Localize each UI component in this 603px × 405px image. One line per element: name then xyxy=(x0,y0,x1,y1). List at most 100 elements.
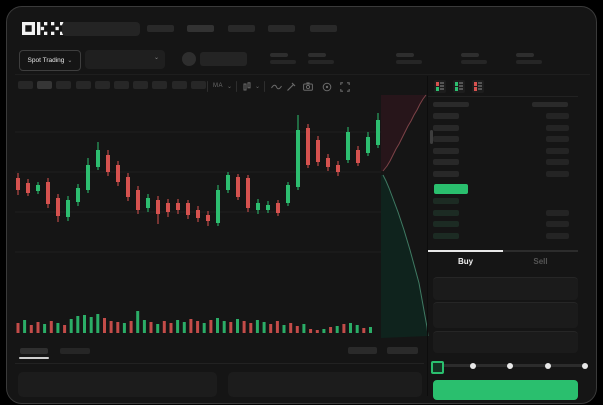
timeframe-pill[interactable] xyxy=(94,81,110,89)
timeframe-pill[interactable] xyxy=(56,81,72,89)
bid-row[interactable] xyxy=(428,221,578,228)
trade-tabs-track xyxy=(428,250,578,252)
candle-body xyxy=(106,155,110,172)
ask-row[interactable] xyxy=(428,113,578,120)
market-mode-button[interactable]: Spot Trading ⌄ xyxy=(19,50,81,71)
camera-icon[interactable] xyxy=(303,82,313,91)
orderbook-col-header-price xyxy=(433,102,469,107)
order-total-input[interactable] xyxy=(433,331,578,353)
ma-dropdown[interactable]: MA xyxy=(213,83,223,89)
candle-body xyxy=(296,130,300,187)
amount-slider-handle[interactable] xyxy=(431,361,444,374)
bid-row[interactable] xyxy=(428,198,578,205)
volume-bar xyxy=(255,320,259,333)
ask-row[interactable] xyxy=(428,159,578,166)
toolbar-divider xyxy=(236,81,237,92)
settings-icon[interactable] xyxy=(322,82,332,92)
icon-line xyxy=(440,85,444,87)
ask-price xyxy=(433,136,459,142)
search-input[interactable] xyxy=(62,22,140,36)
volume-bar xyxy=(142,320,146,333)
bid-row[interactable] xyxy=(428,209,578,217)
volume-bar xyxy=(315,330,319,333)
indicator-dropdown-icon[interactable] xyxy=(243,82,252,91)
bottom-action-pill[interactable] xyxy=(348,347,377,354)
chart-scrollbar[interactable] xyxy=(430,130,433,144)
timeframe-pill[interactable] xyxy=(152,81,168,89)
volume-bar xyxy=(275,321,279,333)
nav-item[interactable] xyxy=(187,25,214,32)
timeframe-pill[interactable] xyxy=(37,81,53,89)
timeframe-pill[interactable] xyxy=(133,81,149,89)
fullscreen-icon[interactable] xyxy=(340,82,350,92)
header-action-button[interactable] xyxy=(200,52,247,66)
slider-step-dot[interactable] xyxy=(469,362,476,369)
ask-row[interactable] xyxy=(428,136,578,143)
candle-body xyxy=(26,183,30,193)
timeframe-pill[interactable] xyxy=(114,81,129,89)
nav-item[interactable] xyxy=(268,25,295,32)
bid-price xyxy=(433,221,459,227)
last-price-badge[interactable] xyxy=(434,184,468,194)
market-mode-label: Spot Trading xyxy=(27,57,65,64)
timeframe-pill[interactable] xyxy=(75,81,91,89)
chevron-down-icon: ⌄ xyxy=(67,58,73,64)
order-amount-input[interactable] xyxy=(433,302,578,328)
candle-body xyxy=(56,198,60,216)
sell-tab-label: Sell xyxy=(533,257,548,266)
chevron-down-icon[interactable]: ⌄ xyxy=(255,84,261,90)
nav-item[interactable] xyxy=(147,25,174,32)
candle-body xyxy=(306,128,310,165)
volume-bar xyxy=(156,324,160,333)
line-tool-icon[interactable] xyxy=(271,84,282,90)
order-price-input[interactable] xyxy=(433,277,578,300)
slider-step-dot[interactable] xyxy=(582,362,588,369)
volume-bar xyxy=(295,326,299,333)
volume-bar xyxy=(76,316,80,333)
icon-swatch-bottom xyxy=(455,87,458,91)
timeframe-pill[interactable] xyxy=(18,81,33,89)
tab-buy[interactable]: Buy xyxy=(428,255,503,268)
draw-tool-icon[interactable] xyxy=(286,82,296,92)
orders-panel xyxy=(18,372,217,397)
volume-bar xyxy=(349,323,352,333)
volume-bar xyxy=(282,325,286,333)
view-mode-split-book[interactable] xyxy=(434,80,446,93)
candle-body xyxy=(66,200,70,217)
candle-body xyxy=(146,198,150,208)
candle-body xyxy=(336,165,340,172)
ask-row[interactable] xyxy=(428,124,578,132)
ask-amount xyxy=(546,147,569,154)
nav-item[interactable] xyxy=(310,25,337,32)
bottom-tab-active[interactable] xyxy=(20,348,48,354)
bid-row[interactable] xyxy=(428,232,578,240)
bid-amount xyxy=(546,221,569,227)
timeframe-pill[interactable] xyxy=(190,81,206,89)
view-mode-bids-only[interactable] xyxy=(453,80,465,93)
volume-bar xyxy=(236,319,239,333)
ask-price xyxy=(433,147,459,154)
ask-row[interactable] xyxy=(428,170,578,178)
timeframe-pill[interactable] xyxy=(171,81,187,89)
pair-select[interactable]: ⌄ xyxy=(85,50,165,69)
slider-step-dot[interactable] xyxy=(544,362,551,369)
buy-submit-button[interactable] xyxy=(433,380,578,400)
chevron-down-icon[interactable]: ⌄ xyxy=(227,84,233,90)
view-mode-asks-only[interactable] xyxy=(472,80,484,93)
tab-sell[interactable]: Sell xyxy=(503,255,578,268)
nav-item[interactable] xyxy=(228,25,255,32)
bottom-tab[interactable] xyxy=(60,348,90,354)
stat-value xyxy=(270,60,296,64)
ask-row[interactable] xyxy=(428,147,578,155)
avatar[interactable] xyxy=(182,52,196,66)
slider-step-dot[interactable] xyxy=(507,362,513,369)
volume-bar xyxy=(109,321,113,333)
candle-body xyxy=(346,132,350,160)
icon-line xyxy=(459,85,463,87)
candle-body xyxy=(226,175,230,190)
bottom-action-pill[interactable] xyxy=(387,347,418,354)
volume-bar xyxy=(16,323,20,333)
okx-logo[interactable] xyxy=(22,22,64,35)
candle-body xyxy=(136,190,140,210)
